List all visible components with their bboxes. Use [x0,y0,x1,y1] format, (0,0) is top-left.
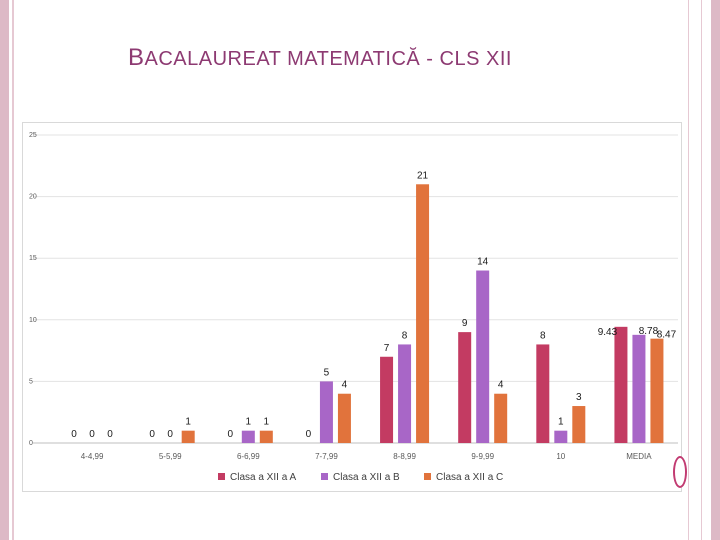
slide-title-rest: ACALAUREAT MATEMATICĂ - CLS XII [144,48,512,70]
data-label: 1 [264,417,270,428]
data-label: 0 [71,429,77,440]
legend-label: Clasa a XII a C [436,472,503,483]
legend-swatch [218,473,225,480]
x-tick-label: 8-8,99 [393,452,416,461]
bar [398,344,412,443]
data-label: 5 [324,367,330,378]
data-label: 9 [462,318,468,329]
data-label: 0 [149,429,155,440]
data-label: 8.47 [657,330,677,341]
bar [319,381,333,443]
x-tick-label: 9-9,99 [471,452,494,461]
data-label: 0 [167,429,173,440]
x-tick-label: 10 [556,452,565,461]
bar [494,393,508,443]
y-tick-label: 20 [29,194,37,201]
data-label: 9.43 [598,327,618,338]
data-label: 21 [417,170,429,181]
legend-swatch [424,473,431,480]
y-tick-label: 5 [29,378,33,385]
data-label: 0 [107,429,113,440]
bar [181,430,195,443]
bar [650,338,664,443]
left-decor-line [12,0,14,540]
y-tick-label: 0 [29,440,33,447]
data-label: 4 [342,380,348,391]
x-tick-label: 5-5,99 [159,452,182,461]
slide-title: BACALAUREAT MATEMATICĂ - CLS XII [128,44,688,78]
data-label: 14 [477,257,489,268]
bar [259,430,273,443]
bar [572,406,586,443]
y-tick-label: 15 [29,255,37,262]
data-label: 0 [228,429,234,440]
legend-label: Clasa a XII a B [333,472,400,483]
data-label: 1 [185,417,191,428]
data-label: 0 [89,429,95,440]
right-decor-frame [688,0,702,540]
data-label: 1 [558,417,564,428]
data-label: 3 [576,392,582,403]
y-tick-label: 25 [29,132,37,139]
x-tick-label: 4-4,99 [81,452,104,461]
x-tick-label: MEDIA [626,452,652,461]
y-tick-label: 10 [29,317,37,324]
bar [416,184,430,443]
x-tick-label: 6-6,99 [237,452,260,461]
bar [458,332,472,443]
bar [614,326,628,443]
data-label: 4 [498,380,504,391]
data-label: 8.78 [639,326,659,337]
bar [554,430,568,443]
legend-label: Clasa a XII a A [230,472,296,483]
chart-container: 0 5 10 15 20 25 4-4,99 0 0 0 5-5,99 0 0 1 6-6,99 0 1 1 7-7… [22,122,682,492]
bar [632,334,646,443]
slide-title-initial: B [128,44,145,71]
data-label: 0 [306,429,312,440]
legend-swatch [321,473,328,480]
data-label: 1 [246,417,252,428]
bar [380,356,394,443]
data-label: 8 [540,330,546,341]
right-decor-bar [711,0,720,540]
bar [241,430,255,443]
bar [476,270,490,443]
data-label: 7 [384,343,390,354]
bar [337,393,351,443]
left-decor-bar [0,0,9,540]
data-label: 8 [402,330,408,341]
ornament-ring [673,456,687,488]
x-tick-label: 7-7,99 [315,452,338,461]
bar [536,344,550,443]
